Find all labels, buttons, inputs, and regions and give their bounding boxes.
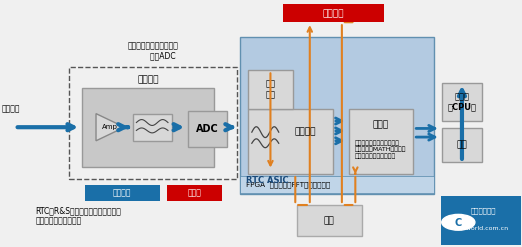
Circle shape: [442, 214, 475, 230]
Bar: [69, 67, 238, 179]
Text: 采样率: 采样率: [188, 189, 201, 198]
Bar: [349, 109, 413, 174]
Bar: [247, 70, 293, 109]
Text: 显示: 显示: [457, 141, 467, 150]
Text: Amp: Amp: [102, 124, 118, 130]
Text: ADC: ADC: [196, 124, 219, 134]
Text: 采集处理: 采集处理: [295, 127, 316, 136]
Text: 通道输入: 通道输入: [2, 104, 20, 113]
Bar: [188, 111, 227, 147]
Text: 垂直系统: 垂直系统: [137, 76, 159, 85]
Text: eeworld.com.cn: eeworld.com.cn: [459, 226, 509, 231]
Text: 存储深度: 存储深度: [323, 9, 344, 18]
Text: C: C: [455, 218, 462, 228]
Text: 处理器
（CPU）: 处理器 （CPU）: [447, 92, 477, 112]
Bar: [168, 185, 222, 201]
Text: 例如通道时延校准，样本抽
取，平均，MATH，滤波，
直方图测试，模拟测试等: 例如通道时延校准，样本抽 取，平均，MATH，滤波， 直方图测试，模拟测试等: [355, 140, 407, 159]
Bar: [442, 83, 482, 121]
Bar: [441, 196, 521, 245]
Text: 触发
系统: 触发 系统: [266, 80, 276, 99]
Polygon shape: [96, 114, 124, 141]
Bar: [82, 88, 214, 167]
Text: RTC ASIC: RTC ASIC: [246, 176, 289, 185]
Bar: [297, 205, 362, 236]
Text: 模拟带宽: 模拟带宽: [113, 189, 132, 198]
Bar: [283, 4, 384, 22]
Bar: [442, 128, 482, 162]
Bar: [133, 114, 172, 141]
Bar: [85, 185, 160, 201]
Text: 存储: 存储: [324, 216, 335, 225]
Text: 后处理: 后处理: [373, 121, 389, 129]
Text: 电子工程世界: 电子工程世界: [471, 208, 496, 214]
Bar: [247, 109, 333, 174]
Bar: [240, 37, 434, 194]
Text: RTC是R&S独立开发的信号处理芯片
用于实现硬件信号处理: RTC是R&S独立开发的信号处理芯片 用于实现硬件信号处理: [35, 206, 121, 226]
Text: 每个通道都有一套垂直系
        统和ADC: 每个通道都有一套垂直系 统和ADC: [128, 41, 179, 61]
Bar: [240, 176, 434, 193]
Text: FPGA  自动测量，FFT，串行译码等: FPGA 自动测量，FFT，串行译码等: [246, 181, 330, 187]
